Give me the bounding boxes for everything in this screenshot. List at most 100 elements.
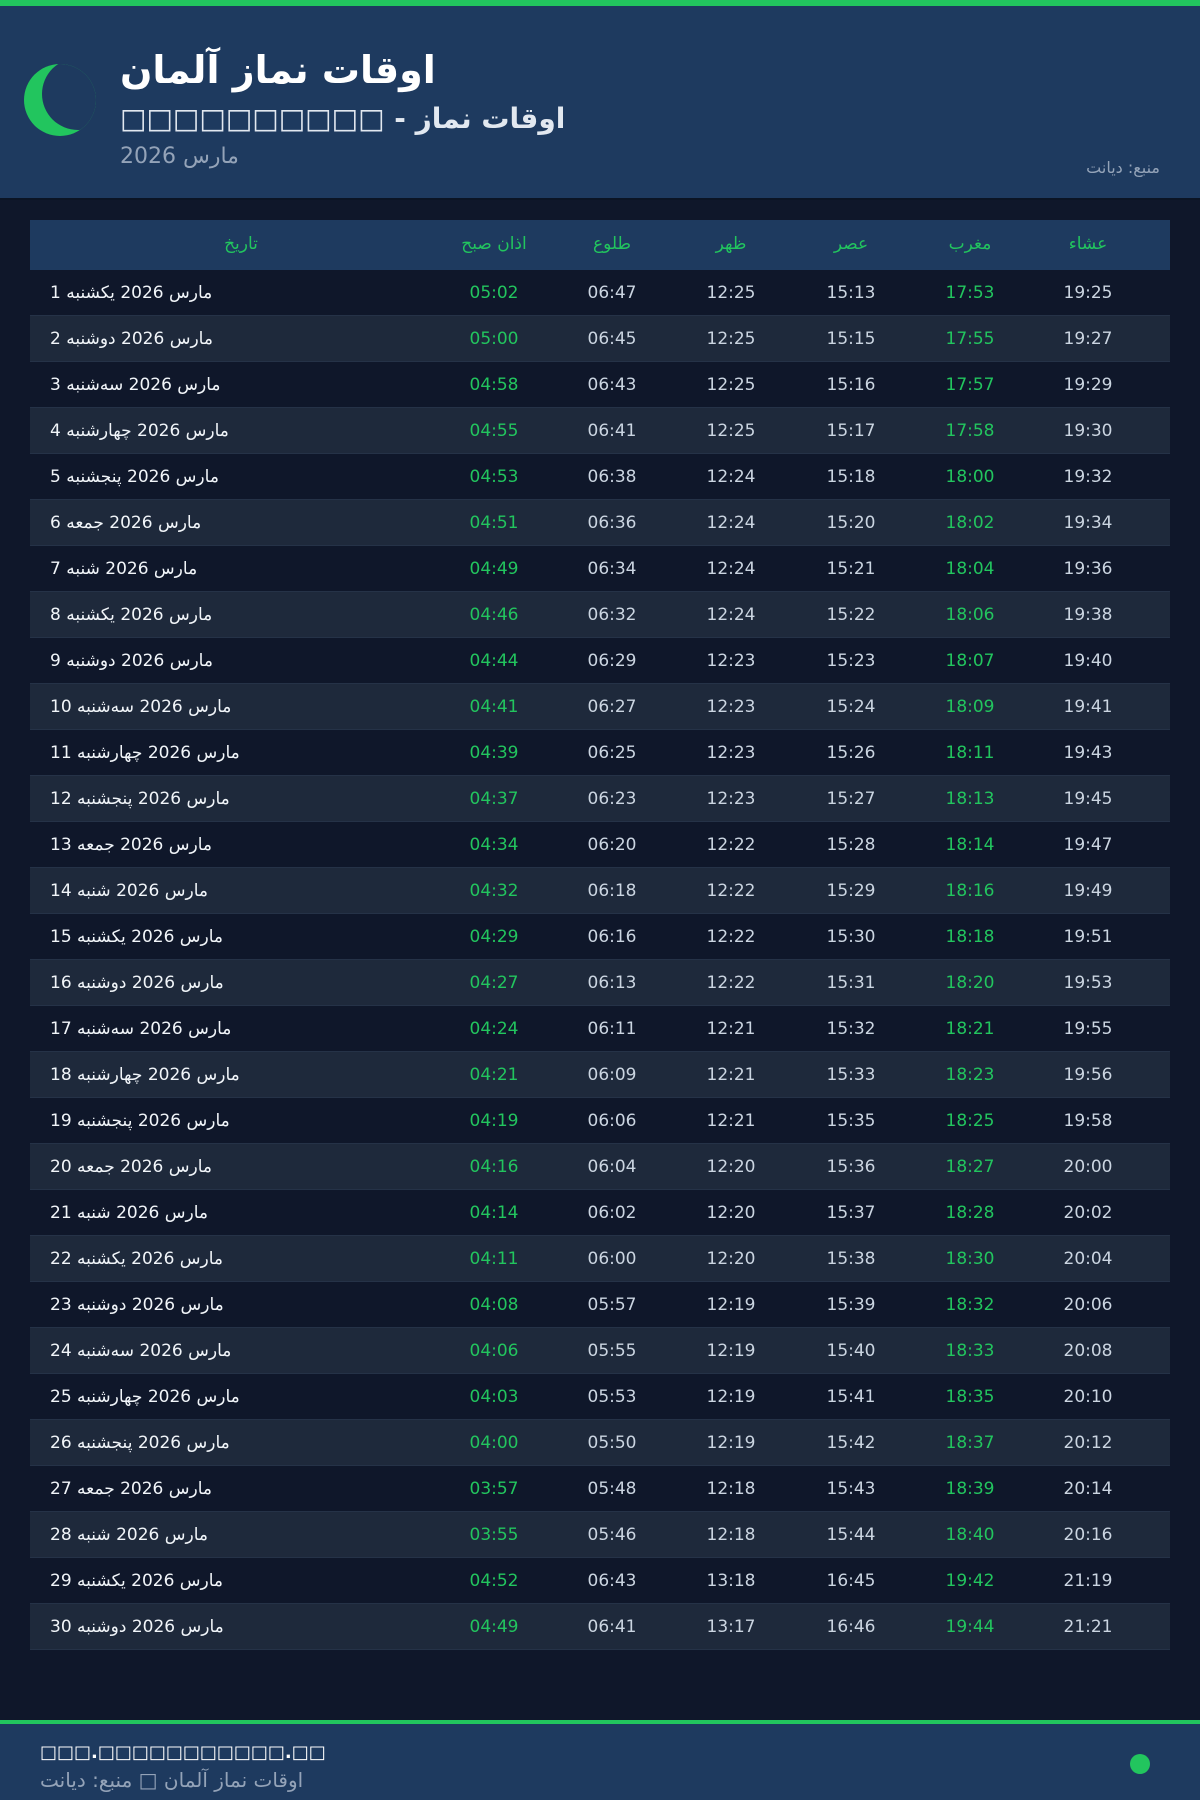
cell-asr: 15:22 bbox=[826, 605, 876, 625]
cell-fajr: 04:16 bbox=[469, 1157, 519, 1177]
cell-sunrise: 06:00 bbox=[587, 1249, 637, 1269]
cell-dhuhr: 12:25 bbox=[706, 421, 756, 441]
cell-dhuhr: 12:20 bbox=[706, 1203, 756, 1223]
cell-date: 18 مارس 2026 چهارشنبه bbox=[50, 1065, 240, 1085]
cell-dhuhr: 12:22 bbox=[706, 973, 756, 993]
cell-maghrib: 17:57 bbox=[945, 375, 995, 395]
cell-date: 8 مارس 2026 یکشنبه bbox=[50, 605, 213, 625]
cell-dhuhr: 12:19 bbox=[706, 1387, 756, 1407]
cell-fajr: 04:06 bbox=[469, 1341, 519, 1361]
cell-sunrise: 06:41 bbox=[587, 421, 637, 441]
table-row: 5 مارس 2026 پنجشنبه 04:53 06:38 12:24 15:18 1… bbox=[30, 454, 1170, 500]
table-row: 19 مارس 2026 پنجشنبه 04:19 06:06 12:21 15:35… bbox=[30, 1098, 1170, 1144]
table-row: 4 مارس 2026 چهارشنبه 04:55 06:41 12:25 15:17… bbox=[30, 408, 1170, 454]
cell-fajr: 04:52 bbox=[469, 1571, 519, 1591]
footer-caption: اوقات نماز آلمان □ منبع: دیانت bbox=[40, 1768, 304, 1792]
cell-fajr: 04:51 bbox=[469, 513, 519, 533]
cell-fajr: 04:11 bbox=[469, 1249, 519, 1269]
table-row: 18 مارس 2026 چهارشنبه 04:21 06:09 12:21 15:3… bbox=[30, 1052, 1170, 1098]
cell-maghrib: 19:44 bbox=[945, 1617, 995, 1637]
cell-fajr: 04:37 bbox=[469, 789, 519, 809]
table-row: 9 مارس 2026 دوشنبه 04:44 06:29 12:23 15:23 18… bbox=[30, 638, 1170, 684]
cell-date: 10 مارس 2026 سه‌شنبه bbox=[50, 697, 232, 717]
cell-date: 21 مارس 2026 شنبه bbox=[50, 1203, 208, 1223]
table-row: 24 مارس 2026 سه‌شنبه 04:06 05:55 12:19 15:40… bbox=[30, 1328, 1170, 1374]
cell-asr: 15:30 bbox=[826, 927, 876, 947]
cell-asr: 16:46 bbox=[826, 1617, 876, 1637]
cell-asr: 15:24 bbox=[826, 697, 876, 717]
table-row: 14 مارس 2026 شنبه 04:32 06:18 12:22 15:29 18:… bbox=[30, 868, 1170, 914]
cell-asr: 15:33 bbox=[826, 1065, 876, 1085]
cell-asr: 15:23 bbox=[826, 651, 876, 671]
cell-maghrib: 18:11 bbox=[945, 743, 995, 763]
cell-asr: 15:21 bbox=[826, 559, 876, 579]
cell-date: 5 مارس 2026 پنجشنبه bbox=[50, 467, 219, 487]
cell-maghrib: 17:55 bbox=[945, 329, 995, 349]
cell-asr: 15:43 bbox=[826, 1479, 876, 1499]
table-row: 27 مارس 2026 جمعه 03:57 05:48 12:18 15:43 18:… bbox=[30, 1466, 1170, 1512]
cell-fajr: 04:00 bbox=[469, 1433, 519, 1453]
cell-asr: 15:40 bbox=[826, 1341, 876, 1361]
cell-date: 2 مارس 2026 دوشنبه bbox=[50, 329, 213, 349]
cell-maghrib: 18:16 bbox=[945, 881, 995, 901]
cell-fajr: 04:58 bbox=[469, 375, 519, 395]
cell-dhuhr: 12:18 bbox=[706, 1479, 756, 1499]
cell-isha: 19:47 bbox=[1063, 835, 1113, 855]
column-header-maghrib: مغرب bbox=[948, 234, 992, 254]
cell-date: 11 مارس 2026 چهارشنبه bbox=[50, 743, 240, 763]
cell-isha: 20:14 bbox=[1063, 1479, 1113, 1499]
cell-isha: 19:25 bbox=[1063, 283, 1113, 303]
cell-asr: 15:35 bbox=[826, 1111, 876, 1131]
cell-isha: 21:19 bbox=[1063, 1571, 1113, 1591]
cell-fajr: 03:57 bbox=[469, 1479, 519, 1499]
cell-date: 27 مارس 2026 جمعه bbox=[50, 1479, 213, 1499]
cell-fajr: 03:55 bbox=[469, 1525, 519, 1545]
cell-isha: 19:30 bbox=[1063, 421, 1113, 441]
cell-date: 25 مارس 2026 چهارشنبه bbox=[50, 1387, 240, 1407]
cell-maghrib: 17:58 bbox=[945, 421, 995, 441]
page-title: اوقات نماز آلمان bbox=[120, 48, 436, 92]
table-row: 15 مارس 2026 یکشنبه 04:29 06:16 12:22 15:30 1… bbox=[30, 914, 1170, 960]
table-row: 6 مارس 2026 جمعه 04:51 06:36 12:24 15:20 18:0… bbox=[30, 500, 1170, 546]
cell-sunrise: 05:53 bbox=[587, 1387, 637, 1407]
cell-maghrib: 18:18 bbox=[945, 927, 995, 947]
cell-asr: 15:18 bbox=[826, 467, 876, 487]
cell-date: 6 مارس 2026 جمعه bbox=[50, 513, 202, 533]
cell-date: 16 مارس 2026 دوشنبه bbox=[50, 973, 224, 993]
footer-site[interactable]: □□□.□□□□□□□□□□□.□□ bbox=[40, 1742, 326, 1763]
cell-fajr: 04:03 bbox=[469, 1387, 519, 1407]
cell-date: 3 مارس 2026 سه‌شنبه bbox=[50, 375, 221, 395]
cell-asr: 15:32 bbox=[826, 1019, 876, 1039]
prayer-times-table: تاریخ اذان صبح طلوع ظهر عصر مغرب عشاء 1 مارس 2… bbox=[30, 220, 1170, 1650]
cell-sunrise: 05:55 bbox=[587, 1341, 637, 1361]
cell-date: 13 مارس 2026 جمعه bbox=[50, 835, 213, 855]
cell-sunrise: 06:23 bbox=[587, 789, 637, 809]
cell-asr: 15:28 bbox=[826, 835, 876, 855]
cell-maghrib: 18:39 bbox=[945, 1479, 995, 1499]
cell-maghrib: 18:30 bbox=[945, 1249, 995, 1269]
cell-maghrib: 18:13 bbox=[945, 789, 995, 809]
table-row: 22 مارس 2026 یکشنبه 04:11 06:00 12:20 15:38 1… bbox=[30, 1236, 1170, 1282]
cell-date: 28 مارس 2026 شنبه bbox=[50, 1525, 208, 1545]
cell-sunrise: 06:36 bbox=[587, 513, 637, 533]
table-row: 28 مارس 2026 شنبه 03:55 05:46 12:18 15:44 18:… bbox=[30, 1512, 1170, 1558]
cell-dhuhr: 12:19 bbox=[706, 1295, 756, 1315]
cell-asr: 15:42 bbox=[826, 1433, 876, 1453]
cell-date: 23 مارس 2026 دوشنبه bbox=[50, 1295, 224, 1315]
cell-dhuhr: 12:21 bbox=[706, 1065, 756, 1085]
cell-isha: 20:00 bbox=[1063, 1157, 1113, 1177]
cell-dhuhr: 12:23 bbox=[706, 789, 756, 809]
cell-asr: 16:45 bbox=[826, 1571, 876, 1591]
cell-date: 15 مارس 2026 یکشنبه bbox=[50, 927, 224, 947]
cell-date: 22 مارس 2026 یکشنبه bbox=[50, 1249, 224, 1269]
table-row: 10 مارس 2026 سه‌شنبه 04:41 06:27 12:23 15:24… bbox=[30, 684, 1170, 730]
cell-dhuhr: 12:25 bbox=[706, 329, 756, 349]
cell-sunrise: 06:18 bbox=[587, 881, 637, 901]
cell-dhuhr: 12:24 bbox=[706, 605, 756, 625]
cell-fajr: 05:00 bbox=[469, 329, 519, 349]
cell-asr: 15:13 bbox=[826, 283, 876, 303]
cell-isha: 19:27 bbox=[1063, 329, 1113, 349]
table-body: 1 مارس 2026 یکشنبه 05:02 06:47 12:25 15:13 17… bbox=[30, 270, 1170, 1650]
cell-isha: 20:16 bbox=[1063, 1525, 1113, 1545]
cell-date: 20 مارس 2026 جمعه bbox=[50, 1157, 213, 1177]
